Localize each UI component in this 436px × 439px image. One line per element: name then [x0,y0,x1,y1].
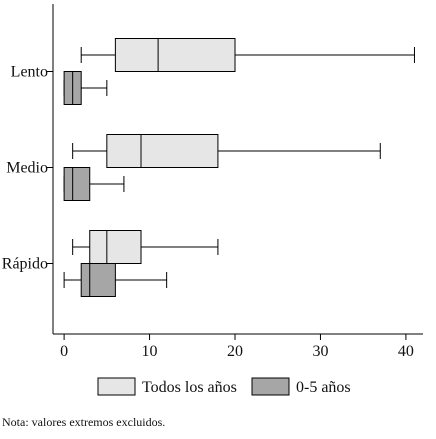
boxes-layer [63,38,415,297]
category-label: Rápido [2,256,48,273]
x-tick-label: 40 [398,343,414,360]
box-0-1 [72,134,381,168]
iqr-box [106,134,219,168]
legend-swatch [251,377,290,396]
category-labels: Lento Medio Rápido [2,64,53,273]
iqr-box [114,38,236,72]
category-label: Lento [11,64,48,81]
iqr-box [80,263,116,297]
legend: Todos los años 0-5 años [97,377,351,396]
legend-label: 0-5 años [296,379,351,396]
box-1-0 [63,71,108,105]
legend-label: Todos los años [142,379,237,396]
iqr-box [89,230,142,264]
legend-swatch [97,377,136,396]
box-0-2 [72,230,219,264]
x-axis: 0 10 20 30 40 [52,4,423,360]
x-tick-label: 10 [142,343,158,360]
category-label: Medio [6,160,48,177]
x-tick-label: 0 [60,343,68,360]
box-0-0 [80,38,415,72]
chart-note: Nota: valores extremos excluidos. [2,415,165,429]
x-tick-label: 20 [227,343,243,360]
iqr-box [63,167,91,201]
x-tick-label: 30 [312,343,328,360]
box-1-1 [63,167,125,201]
box-1-2 [63,263,168,297]
